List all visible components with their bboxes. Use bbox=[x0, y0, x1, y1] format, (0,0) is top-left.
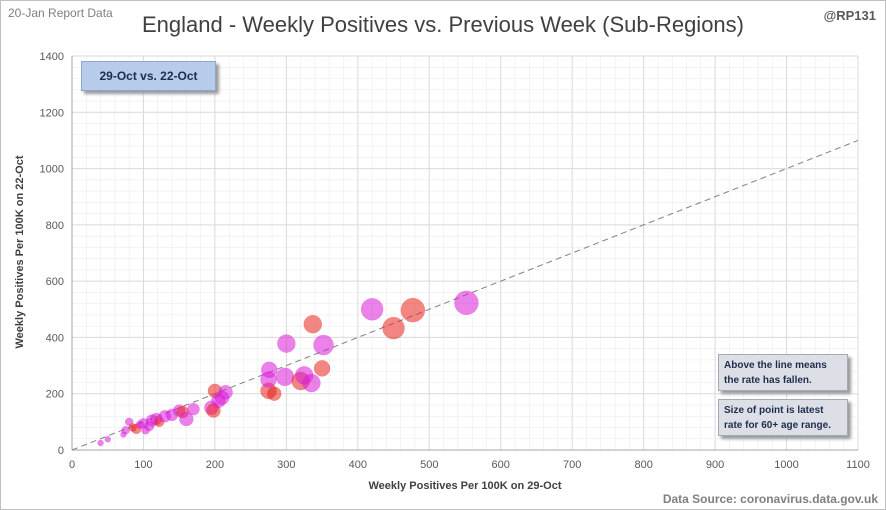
note-above-line: Above the line means the rate has fallen… bbox=[718, 354, 848, 391]
x-tick-label: 800 bbox=[634, 459, 652, 471]
x-tick-label: 900 bbox=[706, 459, 724, 471]
data-point bbox=[382, 316, 405, 340]
data-point bbox=[313, 334, 334, 356]
y-tick-label: 1200 bbox=[40, 107, 64, 119]
report-date: 20-Jan Report Data bbox=[8, 6, 113, 20]
data-point bbox=[266, 386, 282, 401]
data-point bbox=[187, 402, 200, 416]
data-point bbox=[121, 426, 130, 435]
y-tick-label: 1000 bbox=[40, 164, 64, 176]
data-point bbox=[104, 436, 111, 443]
x-tick-label: 300 bbox=[277, 459, 295, 471]
data-point bbox=[275, 367, 295, 387]
y-tick-label: 200 bbox=[46, 389, 64, 401]
data-point bbox=[313, 360, 331, 377]
data-point bbox=[454, 290, 479, 316]
x-tick-label: 200 bbox=[206, 459, 224, 471]
note-point-size: Size of point is latest rate for 60+ age… bbox=[718, 399, 848, 436]
y-tick-label: 1400 bbox=[40, 51, 64, 63]
y-tick-label: 400 bbox=[46, 332, 64, 344]
author-handle: @RP131 bbox=[823, 8, 876, 23]
data-source: Data Source: coronavirus.data.gov.uk bbox=[662, 492, 878, 506]
tick-labels: 0 100 200 300 400 500 600 700 800 900 1000 1100 0 200… bbox=[40, 51, 870, 471]
data-point bbox=[302, 373, 321, 393]
x-tick-label: 0 bbox=[69, 459, 75, 471]
y-tick-label: 0 bbox=[58, 445, 64, 457]
y-tick-label: 600 bbox=[46, 276, 64, 288]
y-axis-label-text: Weekly Positives Per 100K on 22-Oct bbox=[14, 155, 26, 349]
data-point bbox=[303, 314, 323, 334]
y-tick-label: 800 bbox=[46, 220, 64, 232]
x-tick-label: 500 bbox=[420, 459, 438, 471]
data-point bbox=[97, 439, 104, 447]
data-point bbox=[218, 385, 233, 400]
x-axis-label: Weekly Positives Per 100K on 29-Oct bbox=[368, 480, 562, 492]
chart-title: England - Weekly Positives vs. Previous … bbox=[142, 12, 744, 37]
data-point bbox=[260, 361, 278, 379]
x-tick-label: 100 bbox=[134, 459, 152, 471]
period-label-box: 29-Oct vs. 22-Oct bbox=[81, 61, 216, 91]
x-tick-label: 700 bbox=[563, 459, 581, 471]
data-point bbox=[360, 298, 384, 321]
x-tick-label: 1000 bbox=[774, 459, 798, 471]
data-point bbox=[277, 334, 296, 353]
x-tick-label: 400 bbox=[349, 459, 367, 471]
data-point bbox=[179, 411, 194, 427]
data-points bbox=[97, 290, 479, 447]
x-tick-label: 600 bbox=[492, 459, 510, 471]
data-point bbox=[400, 297, 426, 323]
x-tick-label: 1100 bbox=[846, 459, 870, 471]
axes bbox=[71, 56, 858, 451]
